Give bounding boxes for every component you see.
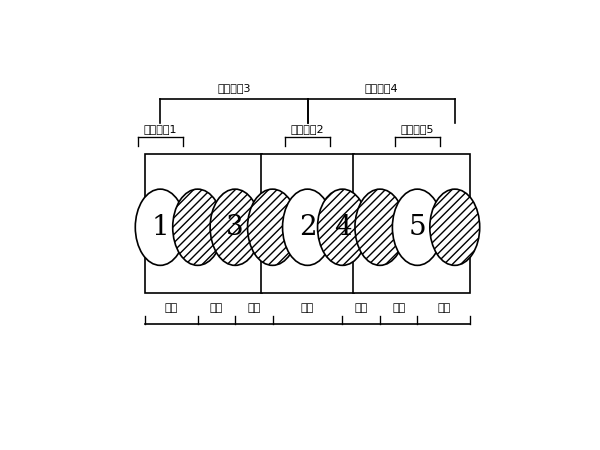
Text: 桂距: 桂距 xyxy=(165,303,178,313)
Text: 5: 5 xyxy=(409,214,426,241)
Text: 2: 2 xyxy=(299,214,316,241)
Text: 施工顺口5: 施工顺口5 xyxy=(401,124,434,134)
Text: 桂距: 桂距 xyxy=(247,303,260,313)
Text: 1: 1 xyxy=(151,214,169,241)
Text: 施工顺口1: 施工顺口1 xyxy=(143,124,177,134)
Text: 施工顺口4: 施工顺口4 xyxy=(364,83,398,93)
Ellipse shape xyxy=(317,189,367,266)
Text: 3: 3 xyxy=(226,214,244,241)
Text: 桂距: 桂距 xyxy=(392,303,405,313)
Text: 桂距: 桂距 xyxy=(355,303,368,313)
Ellipse shape xyxy=(210,189,260,266)
Bar xyxy=(353,154,470,293)
Bar xyxy=(261,154,354,293)
Ellipse shape xyxy=(173,189,223,266)
Text: 桂距: 桂距 xyxy=(210,303,223,313)
Bar xyxy=(145,154,262,293)
Text: 施工顺口3: 施工顺口3 xyxy=(217,83,251,93)
Text: 桂距: 桂距 xyxy=(437,303,450,313)
Ellipse shape xyxy=(392,189,442,266)
Text: 桂距: 桂距 xyxy=(301,303,314,313)
Ellipse shape xyxy=(283,189,332,266)
Ellipse shape xyxy=(135,189,185,266)
Ellipse shape xyxy=(248,189,298,266)
Text: 4: 4 xyxy=(334,214,352,241)
Text: 施工顺口2: 施工顺口2 xyxy=(290,124,325,134)
Ellipse shape xyxy=(355,189,405,266)
Ellipse shape xyxy=(430,189,480,266)
